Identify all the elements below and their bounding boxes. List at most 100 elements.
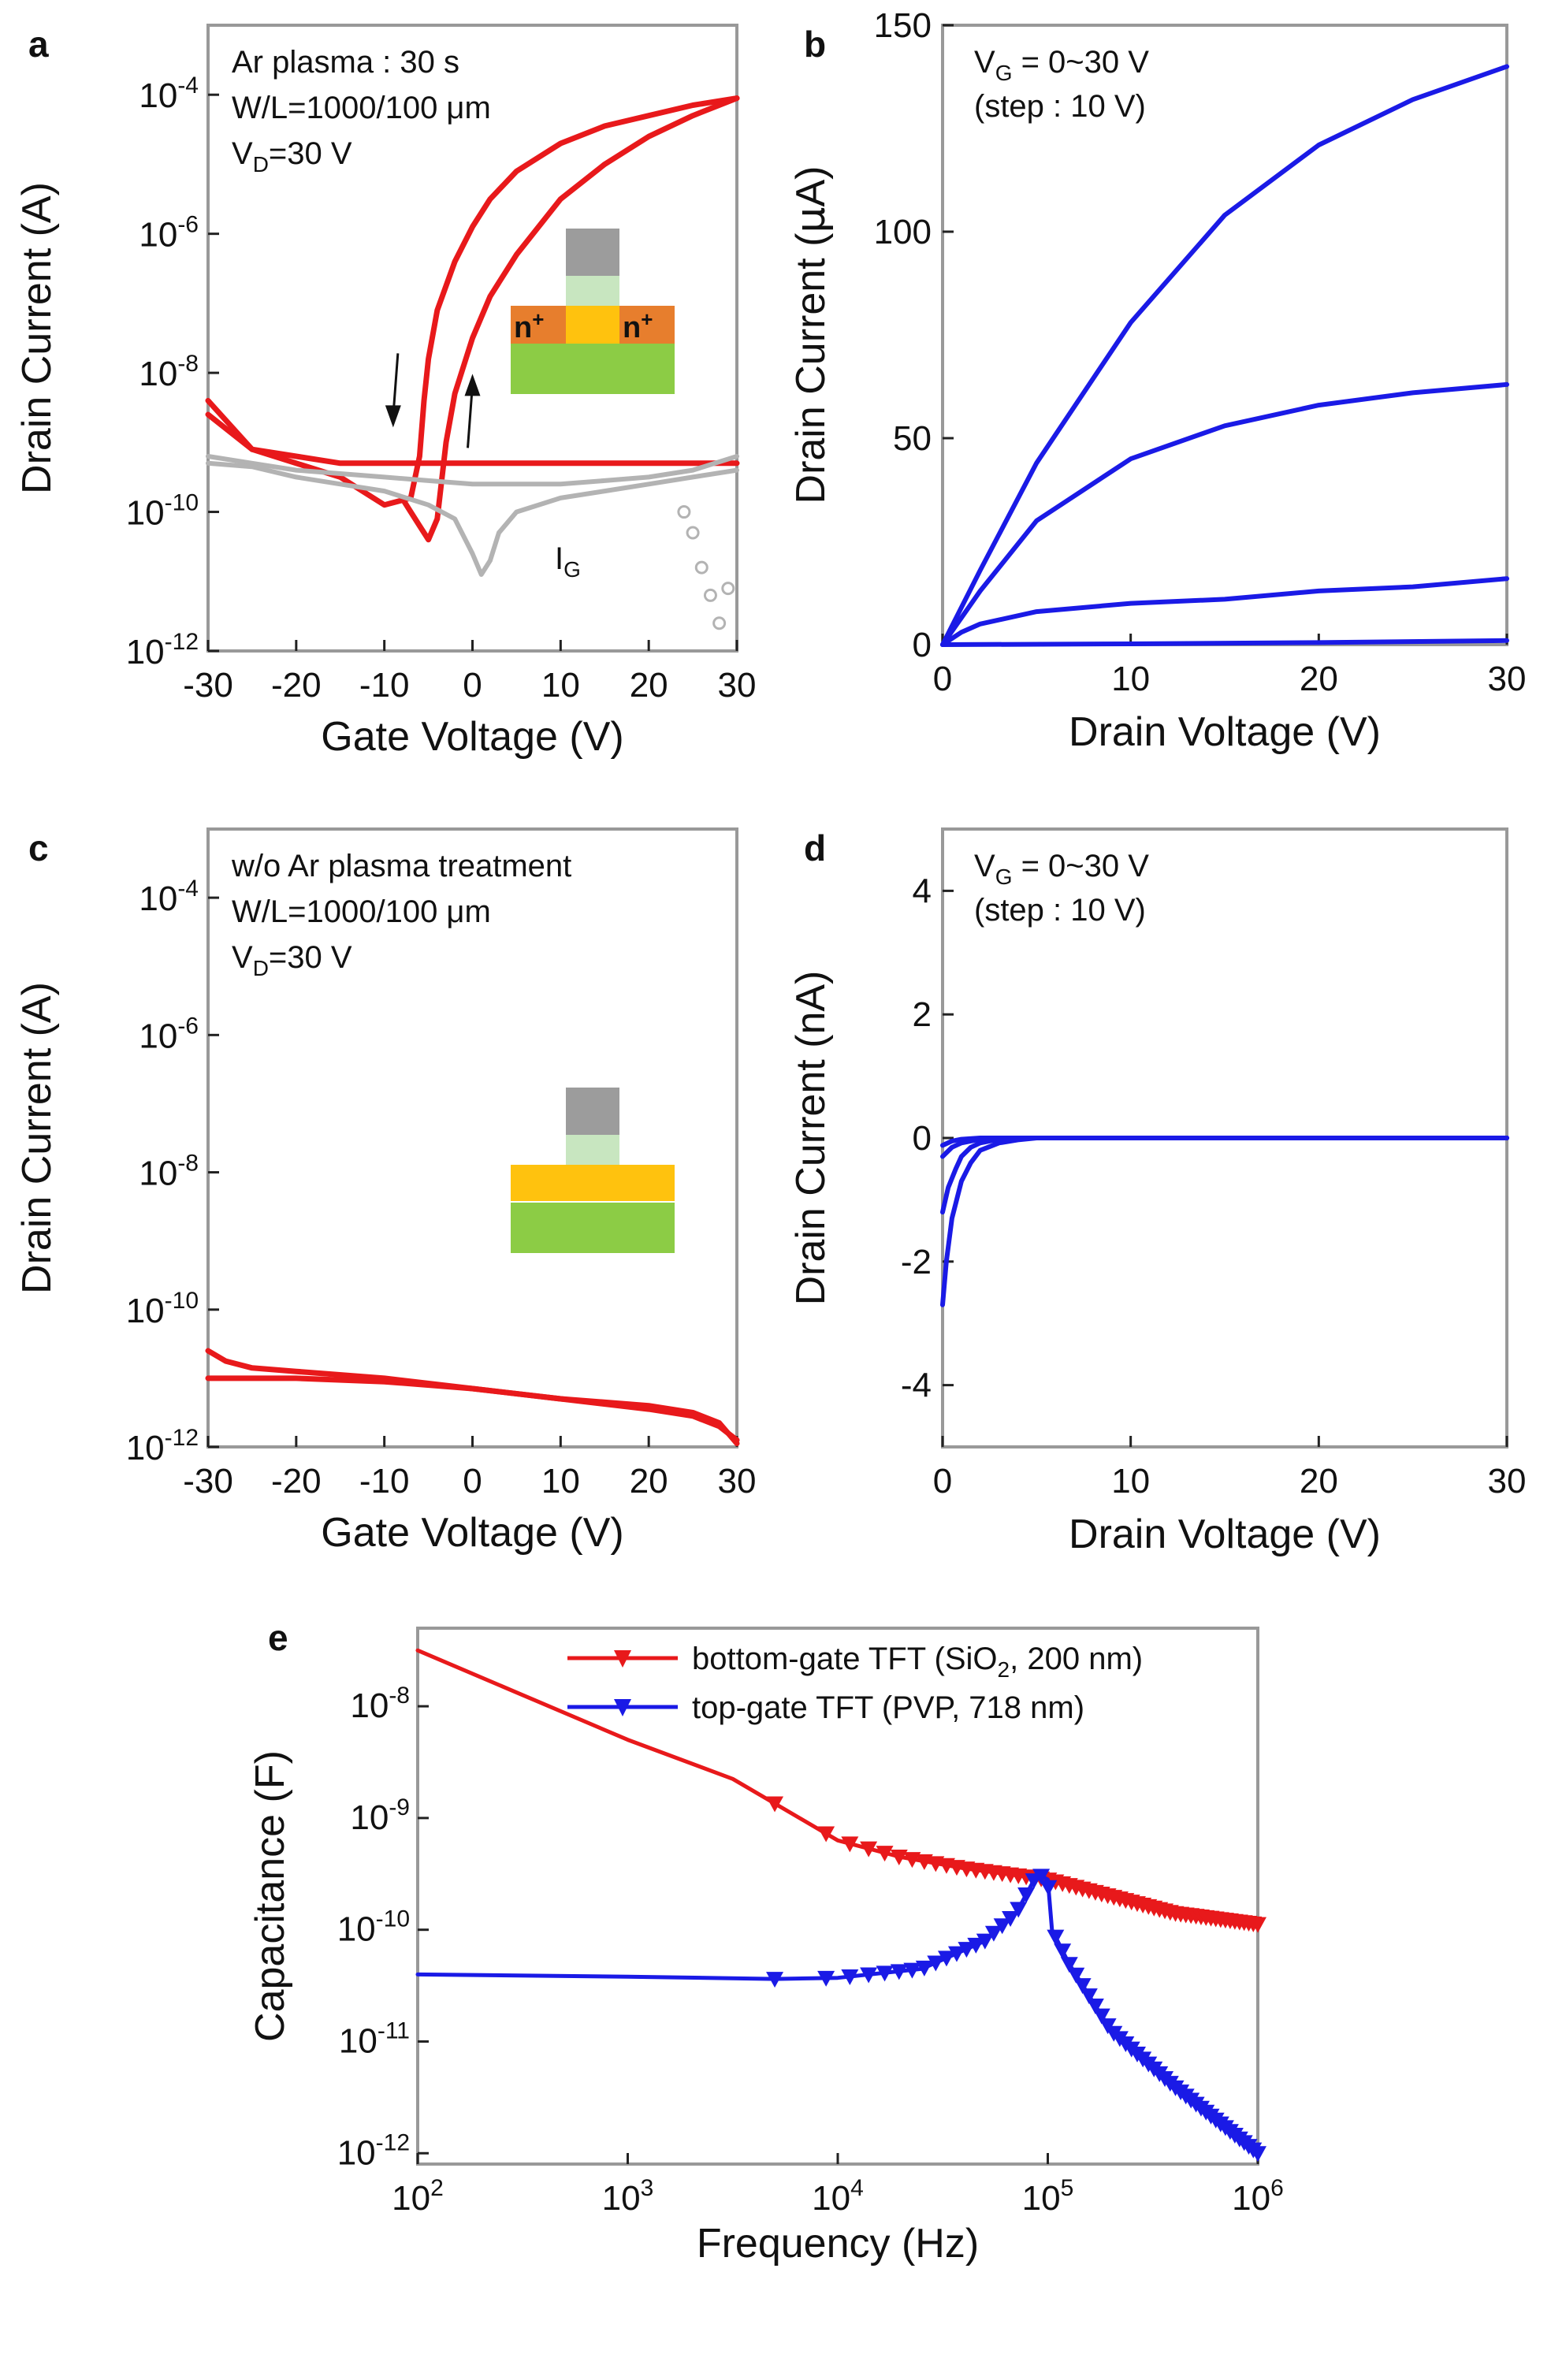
panel-e: e 102 103 104 105 106 10-8 10-9 10-10 10-11 10-12 F… [247,1617,1284,2267]
y-tick-label: 10-8 [139,1151,199,1193]
panel-letter: e [268,1617,288,1658]
series-blue-marker [1054,1943,1072,1960]
x-tick-label: 10 [541,1462,580,1501]
y-tick-label: 150 [874,6,932,45]
y-tick-label: 0 [913,626,932,664]
panel-letter: d [804,827,826,868]
series-blue-marker [927,1955,945,1972]
x-tick-label: 0 [463,666,482,705]
ig-noise-point [686,526,700,540]
series-vg-0-v [940,1136,1509,1307]
annotation: VD=30 V [232,940,352,980]
x-tick-label: -20 [271,666,322,705]
x-tick-label: 0 [463,1462,482,1501]
series-vg-30-v [940,64,1509,647]
x-tick-label: 105 [1022,2175,1074,2218]
y-tick-label: 10-9 [350,1794,410,1837]
annotation: Ar plasma : 30 s [232,45,459,80]
x-tick-label: 20 [630,666,668,705]
x-tick-label: 20 [1300,1462,1338,1501]
series-red-marker [841,1836,859,1853]
series-blue-marker [967,1937,985,1954]
series-forward [205,1348,740,1443]
series-blue-marker [1060,1957,1078,1973]
series-blue-marker [860,1967,878,1984]
annotation: VD=30 V [232,136,352,177]
y-tick-label: -4 [901,1367,932,1405]
sweep-arrow-up-head [464,374,481,396]
drain-region [619,306,675,344]
ig-noise-point [721,582,735,596]
y-tick-label: 10-10 [126,490,199,533]
series-blue-marker [1067,1967,1085,1984]
x-tick-label: -20 [271,1462,322,1501]
y-tick-label: 10-10 [126,1288,199,1330]
series-blue-marker [903,1962,921,1979]
x-axis-label: Gate Voltage (V) [321,714,623,760]
substrate [511,344,675,394]
x-tick-label: 106 [1232,2175,1284,2218]
device-schematic [511,1088,675,1253]
series-blue-marker [958,1942,976,1958]
ig-noise-point [694,560,709,575]
device-schematic: n+ n+ [511,229,675,394]
panel-b: b 0 10 20 30 0 50 100 150 Drain Voltage (V) Drain … [787,6,1526,755]
y-axis-label: Drain Current (nA) [788,971,834,1306]
series-blue-marker [1040,1880,1058,1896]
y-tick-label: 10-10 [337,1906,410,1949]
y-tick-label: 10-6 [139,212,199,255]
y-tick-label: 10-12 [126,629,199,671]
series-blue-marker [937,1950,955,1967]
series-blue-marker [766,1972,784,1988]
x-tick-label: 104 [812,2175,864,2218]
sweep-arrow-down-head [385,405,401,428]
x-tick-label: 20 [630,1462,668,1501]
channel-region [566,306,619,344]
series-blue-marker [976,1933,994,1950]
annotation: VG = 0~30 V [974,45,1149,85]
x-tick-label: 103 [602,2175,654,2218]
x-tick-label: 30 [718,666,757,705]
legend-marker [614,1699,631,1716]
x-axis-label: Gate Voltage (V) [321,1510,623,1556]
series-blue-line [415,1872,1260,2155]
series-i-g-upper [206,454,739,487]
series-blue-marker [817,1970,835,1987]
series-reverse [205,1375,740,1447]
series-forward-sweep [205,397,740,467]
series-blue-marker [1080,1988,1098,2005]
series-blue-marker [1032,1869,1051,1885]
y-tick-label: 10-4 [139,876,199,918]
x-tick-label: 0 [933,1462,952,1501]
y-tick-label: 10-8 [350,1683,410,1725]
series-vg-10-v [940,1136,1509,1215]
x-tick-label: 30 [1488,660,1527,698]
y-tick-label: 10-12 [126,1425,199,1467]
legend-label: top-gate TFT (PVP, 718 nm) [692,1690,1084,1725]
y-tick-label: -2 [901,1243,932,1281]
annotation: VG = 0~30 V [974,849,1149,889]
y-axis-label: Drain Current (A) [14,182,60,494]
series-blue-marker [890,1964,908,1980]
channel-layer [511,1165,675,1201]
substrate [511,1203,675,1253]
x-tick-label: 20 [1300,660,1338,698]
panel-a: a -30 -20 -10 0 10 20 30 10-4 10-6 10-8 10-10 10-12 G… [14,24,756,760]
series-red-marker [1249,1917,1266,1933]
series-blue-marker [1073,1978,1092,1995]
series-blue-marker [984,1925,1002,1942]
x-tick-label: -30 [183,1462,233,1501]
series-red-marker [903,1852,921,1869]
x-axis-label: Frequency (Hz) [697,2221,979,2267]
annotation: (step : 10 V) [974,89,1146,124]
gate-dielectric [566,276,619,306]
series-vg-10-v [940,576,1509,647]
n-plus-right: n+ [623,307,653,344]
panel-c: c -30 -20 -10 0 10 20 30 10-4 10-6 10-8 10-10 10-12 G… [14,827,756,1556]
x-tick-label: 10 [1111,660,1150,698]
series-red-marker [890,1849,908,1865]
y-tick-label: 10-11 [339,2017,410,2060]
x-tick-label: 102 [392,2175,444,2218]
